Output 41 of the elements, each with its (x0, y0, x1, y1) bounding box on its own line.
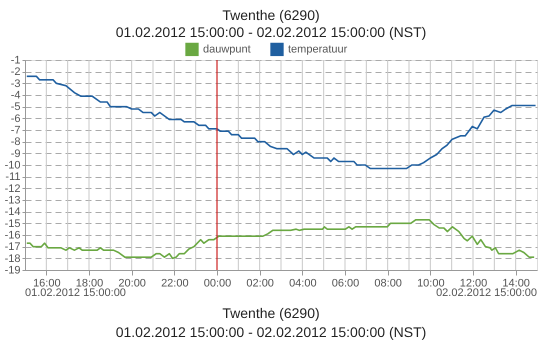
y-tick-label: -4 (10, 90, 20, 102)
line-series (26, 219, 535, 260)
text: 01.02.2012 15:00:00 - 02.02.2012 15:00:00 (NST) (116, 324, 426, 340)
y-tick-label: -3 (10, 78, 20, 90)
chart-title: Twenthe (6290) (222, 7, 320, 23)
y-tick-label: -11 (5, 171, 20, 184)
y-tick-label: -8 (10, 136, 20, 148)
line-series (26, 76, 536, 170)
x-tick-label: 02:00 (246, 278, 274, 290)
x-tick-label: 08:00 (374, 278, 402, 290)
text: Twenthe (6290) (222, 305, 320, 321)
y-tick-label: -7 (10, 124, 20, 136)
y-tick-label: -5 (10, 101, 20, 114)
x-tick-label: 04:00 (289, 278, 317, 290)
y-tick-label: -1 (10, 54, 20, 66)
text: 02.02.2012 15:00:00 (436, 287, 537, 299)
x-tick-label: 10:00 (417, 278, 445, 290)
x-tick-label: 06:00 (332, 278, 360, 290)
legend-label: dauwpunt (203, 43, 251, 56)
y-tick-label: -12 (4, 182, 20, 195)
chart-subtitle: 01.02.2012 15:00:00 - 02.02.2012 15:00:00 (NST) (116, 24, 426, 40)
y-tick-label: -18 (4, 252, 20, 265)
y-tick-label: -17 (4, 241, 20, 254)
y-tick-label: -19 (4, 264, 20, 276)
text: 01.02.2012 15:00:00 (25, 287, 126, 299)
x-tick-label: 18:00 (76, 278, 104, 290)
x-tick-label: 20:00 (118, 278, 146, 290)
y-tick-label: -13 (4, 194, 20, 206)
x-tick-label: 16:00 (33, 278, 61, 290)
y-tick-label: -2 (10, 66, 20, 78)
y-tick-label: -14 (4, 206, 20, 218)
x-tick-label: 22:00 (161, 278, 189, 290)
x-tick-label: 12:00 (460, 278, 488, 290)
x-tick-label: 14:00 (502, 278, 530, 290)
legend-label: temperatuur (288, 43, 348, 56)
y-tick-label: -16 (4, 230, 20, 242)
y-tick-label: -15 (4, 218, 20, 230)
y-tick-label: -9 (10, 148, 20, 160)
x-tick-label: 00:00 (204, 278, 232, 290)
y-tick-label: -6 (10, 112, 20, 125)
y-tick-label: -10 (4, 160, 20, 172)
